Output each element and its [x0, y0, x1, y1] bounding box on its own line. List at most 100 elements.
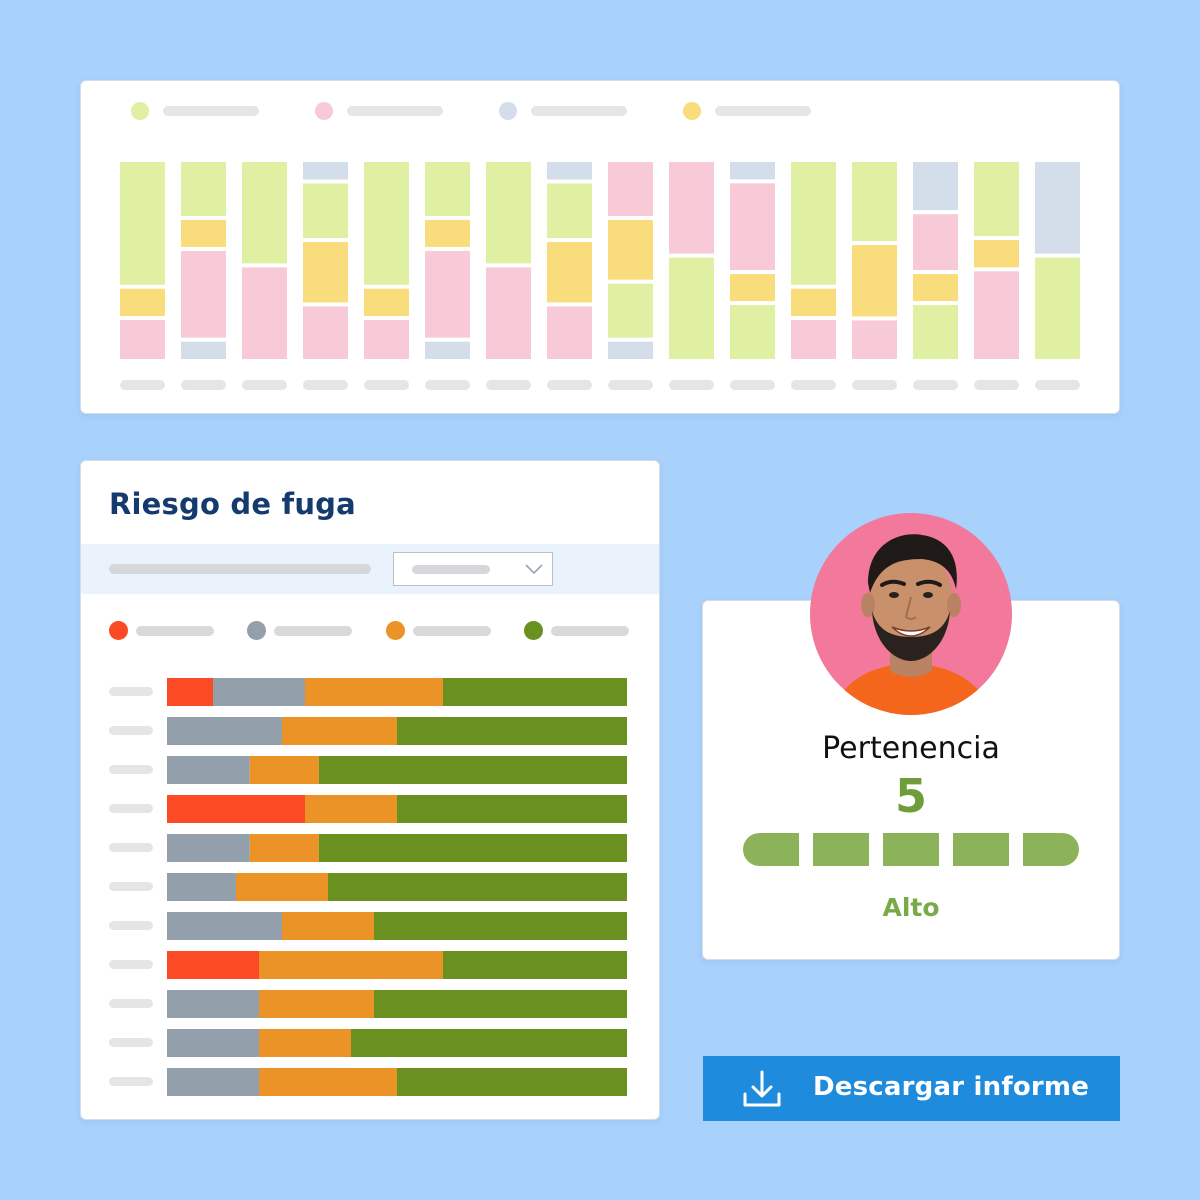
bar-segment-slate — [547, 162, 592, 180]
x-tick-label-placeholder — [547, 380, 592, 390]
download-icon — [743, 1070, 781, 1107]
bar-segment-green — [486, 162, 531, 264]
bar-segment-yellow — [730, 274, 775, 302]
meter-segment — [883, 833, 939, 866]
x-tick-label-placeholder — [791, 380, 836, 390]
row-label-placeholder — [109, 921, 153, 930]
bar-segment-yellow — [303, 242, 348, 303]
bar-segment-yellow — [913, 274, 958, 302]
bar-segment — [443, 678, 627, 706]
avatar — [810, 513, 1012, 715]
legend-item — [131, 102, 259, 120]
bar-segment — [167, 951, 259, 979]
bar-segment — [305, 795, 397, 823]
x-tick-label-placeholder — [852, 380, 897, 390]
x-tick-label-placeholder — [913, 380, 958, 390]
x-tick-label-placeholder — [974, 380, 1019, 390]
bar-segment-yellow — [547, 242, 592, 303]
legend-dot — [315, 102, 333, 120]
legend-label-placeholder — [274, 625, 353, 636]
bar-segment-yellow — [852, 245, 897, 317]
bar-segment-pink — [791, 320, 836, 359]
legend-label-placeholder — [163, 106, 259, 116]
legend-label-placeholder — [136, 625, 214, 636]
bar-segment-yellow — [181, 219, 226, 247]
bar-segment — [259, 1068, 397, 1096]
legend-label-placeholder — [550, 625, 629, 636]
overview-stacked-bar-chart — [120, 162, 1080, 390]
bar-segment — [305, 678, 443, 706]
bar-segment — [397, 1068, 627, 1096]
bar-segment-green — [425, 162, 470, 216]
risk-card: Riesgo de fuga — [80, 460, 660, 1120]
risk-horizontal-bar-chart — [109, 678, 627, 1096]
bar-segment-green — [303, 183, 348, 239]
filter-dropdown[interactable] — [393, 552, 553, 586]
row-label-placeholder — [109, 960, 153, 969]
download-report-button[interactable]: Descargar informe — [703, 1056, 1120, 1121]
x-tick-label-placeholder — [303, 380, 348, 390]
meter-segment — [743, 833, 799, 866]
score-meter — [743, 833, 1079, 866]
bar-segment-slate — [730, 162, 775, 180]
legend-label-placeholder — [531, 106, 627, 116]
bar-segment-green — [669, 257, 714, 359]
legend-dot — [683, 102, 701, 120]
row-label-placeholder — [109, 765, 153, 774]
legend-dot — [523, 621, 543, 640]
row-label-placeholder — [109, 882, 153, 891]
bar-segment-green — [913, 305, 958, 359]
bar-segment — [167, 912, 282, 940]
bar-segment — [167, 678, 213, 706]
bar-segment — [259, 990, 374, 1018]
bar-segment — [167, 717, 282, 745]
x-tick-label-placeholder — [242, 380, 287, 390]
overview-legend — [131, 102, 811, 120]
bar-segment — [397, 717, 627, 745]
bar-segment — [351, 1029, 627, 1057]
legend-label-placeholder — [347, 106, 443, 116]
bar-segment — [282, 717, 397, 745]
metric-score: 5 — [894, 769, 927, 823]
row-label-placeholder — [109, 804, 153, 813]
legend-dot — [385, 621, 405, 640]
x-tick-label-placeholder — [1035, 380, 1080, 390]
bar-segment-pink — [852, 320, 897, 359]
legend-item — [523, 621, 629, 640]
x-tick-label-placeholder — [120, 380, 165, 390]
meter-segment — [953, 833, 1009, 866]
bar-segment — [249, 756, 319, 784]
legend-dot — [247, 621, 267, 640]
x-tick-label-placeholder — [364, 380, 409, 390]
risk-legend — [109, 621, 629, 640]
bar-segment — [167, 1068, 259, 1096]
bar-segment-yellow — [364, 288, 409, 317]
x-tick-label-placeholder — [181, 380, 226, 390]
bar-segment — [318, 834, 627, 862]
legend-item — [499, 102, 627, 120]
bar-segment — [318, 756, 627, 784]
row-label-placeholder — [109, 1077, 153, 1086]
bar-segment-green — [1035, 257, 1080, 359]
meter-segment — [813, 833, 869, 866]
legend-dot — [499, 102, 517, 120]
bar-segment-pink — [364, 320, 409, 359]
row-label-placeholder — [109, 843, 153, 852]
bar-segment — [167, 795, 305, 823]
bar-segment — [259, 951, 443, 979]
dropdown-value-placeholder — [412, 565, 490, 574]
legend-item — [385, 621, 491, 640]
bar-segment-slate — [1035, 162, 1080, 254]
bar-segment-pink — [974, 271, 1019, 359]
bar-segment-pink — [303, 306, 348, 359]
bar-segment — [167, 756, 250, 784]
bar-segment — [328, 873, 627, 901]
bar-segment — [374, 912, 627, 940]
bar-segment — [167, 1029, 259, 1057]
bar-segment — [167, 873, 236, 901]
legend-label-placeholder — [715, 106, 811, 116]
person-photo — [832, 534, 992, 715]
bar-segment-green — [730, 305, 775, 359]
bar-segment-slate — [181, 341, 226, 359]
legend-item — [109, 621, 214, 640]
